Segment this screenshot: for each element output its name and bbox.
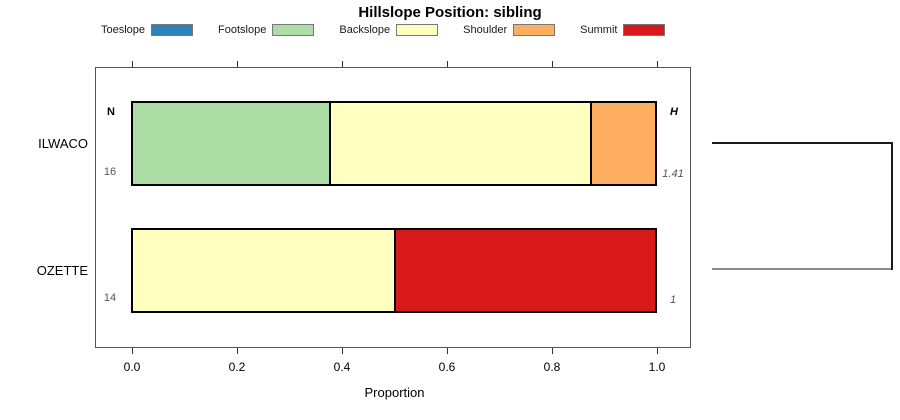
legend-label: Footslope (218, 24, 267, 36)
x-tick-label: 0.0 (123, 360, 141, 374)
tick-bottom (237, 348, 238, 354)
chart-title: Hillslope Position: sibling (358, 4, 542, 21)
h-value-ilwaco: 1.41 (662, 168, 684, 180)
legend-label: Toeslope (101, 24, 146, 36)
tick-top (657, 61, 658, 67)
n-header: N (107, 106, 115, 118)
x-tick-label: 0.6 (438, 360, 456, 374)
legend-item-summit: Summit (580, 24, 666, 36)
tick-top (132, 61, 133, 67)
bar-segment-ilwaco-shoulder (589, 103, 655, 184)
row-label-ozette: OZETTE (36, 262, 88, 278)
n-value-ilwaco: 16 (103, 166, 117, 178)
bar-segment-ozette-summit (394, 230, 655, 311)
dendrogram-branch-ilwaco (712, 142, 893, 144)
legend-swatch-footslope (272, 24, 315, 36)
row-label-ilwaco: ILWACO (38, 135, 88, 151)
legend-label: Backslope (339, 24, 391, 36)
tick-top (342, 61, 343, 67)
n-value-ozette: 14 (103, 292, 117, 304)
tick-bottom (447, 348, 448, 354)
bar-segment-ozette-backslope (133, 230, 394, 311)
legend-item-backslope: Backslope (339, 24, 439, 36)
h-header: H (670, 106, 678, 118)
bar-ozette (131, 228, 657, 313)
tick-top (447, 61, 448, 67)
bar-segment-ilwaco-footslope (133, 103, 329, 184)
x-tick-label: 1.0 (648, 360, 666, 374)
legend-swatch-summit (623, 24, 666, 36)
legend-label: Summit (580, 24, 618, 36)
legend-label: Shoulder (463, 24, 508, 36)
tick-top (552, 61, 553, 67)
dendrogram-connector (891, 142, 893, 270)
tick-bottom (132, 348, 133, 354)
legend-item-shoulder: Shoulder (463, 24, 556, 36)
dendrogram-branch-ozette (712, 268, 893, 270)
tick-bottom (552, 348, 553, 354)
legend-item-toeslope: Toeslope (101, 24, 194, 36)
x-tick-label: 0.8 (543, 360, 561, 374)
x-tick-label: 0.2 (228, 360, 246, 374)
legend-swatch-toeslope (151, 24, 194, 36)
tick-bottom (657, 348, 658, 354)
tick-bottom (342, 348, 343, 354)
legend-item-footslope: Footslope (218, 24, 315, 36)
x-tick-label: 0.4 (333, 360, 351, 374)
bar-segment-ilwaco-backslope (328, 103, 590, 184)
x-axis-title: Proportion (364, 385, 425, 400)
legend: Toeslope Footslope Backslope Shoulder Summit (101, 24, 666, 36)
legend-swatch-shoulder (513, 24, 556, 36)
h-value-ozette: 1 (669, 294, 677, 306)
bar-ilwaco (131, 101, 657, 186)
legend-swatch-backslope (396, 24, 439, 36)
tick-top (237, 61, 238, 67)
